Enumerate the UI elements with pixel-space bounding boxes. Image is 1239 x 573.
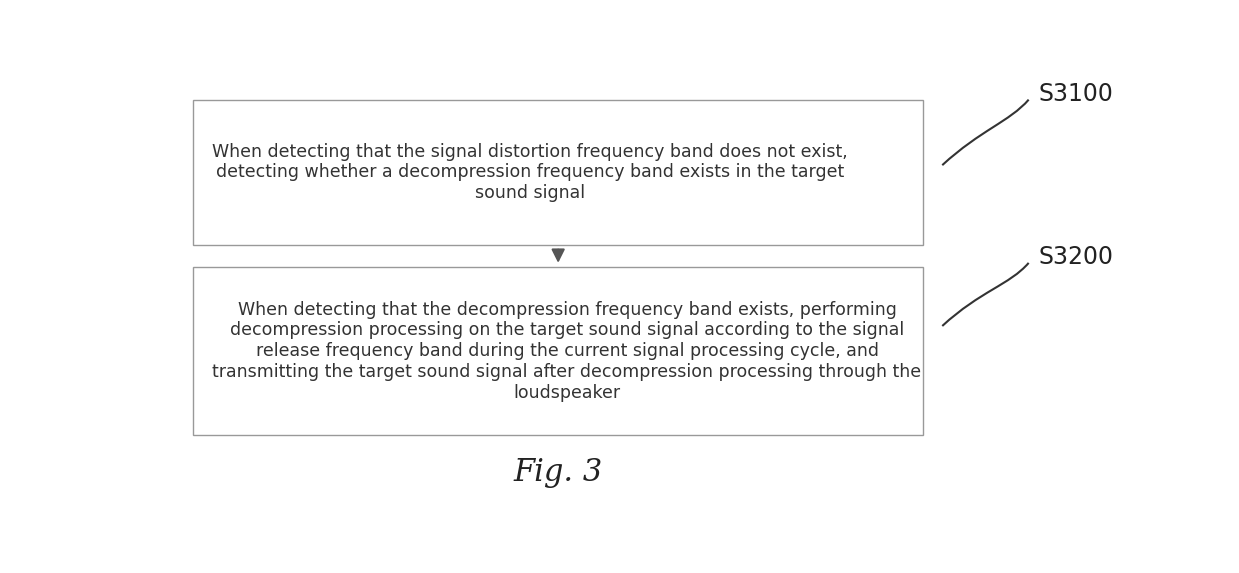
Text: When detecting that the signal distortion frequency band does not exist,
detecti: When detecting that the signal distortio… xyxy=(213,143,849,202)
Text: Fig. 3: Fig. 3 xyxy=(513,457,603,488)
FancyBboxPatch shape xyxy=(193,100,923,245)
Text: S3100: S3100 xyxy=(1038,82,1113,106)
Text: When detecting that the decompression frequency band exists, performing
decompre: When detecting that the decompression fr… xyxy=(213,300,922,402)
Text: S3200: S3200 xyxy=(1038,245,1114,269)
FancyBboxPatch shape xyxy=(193,267,923,435)
